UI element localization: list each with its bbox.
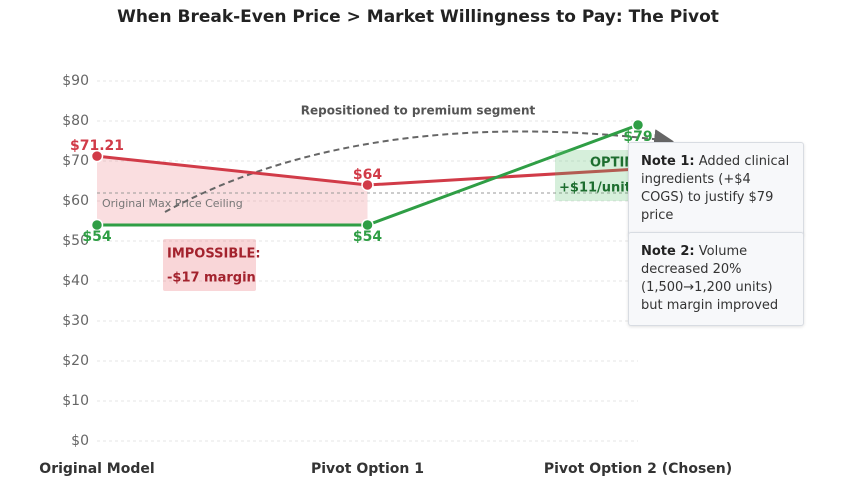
point — [361, 218, 374, 232]
y-tick-label: $10 — [62, 393, 89, 409]
y-tick-label: $80 — [62, 113, 89, 129]
note: Note 2: Volume decreased 20% (1,500→1,20… — [628, 232, 804, 326]
note-head: Note 1: — [641, 154, 695, 169]
impossible-text: IMPOSSIBLE: — [167, 247, 261, 262]
value-label: $54 — [82, 229, 111, 245]
chart-title: When Break-Even Price > Market Willingne… — [117, 7, 719, 27]
note-text: Added clinical ingredients (+$4 COGS) to… — [641, 154, 790, 223]
value-label: $64 — [353, 167, 382, 183]
x-tick-label: Pivot Option 1 — [311, 461, 424, 477]
y-tick-label: $90 — [62, 73, 89, 89]
x-tick-label: Pivot Option 2 (Chosen) — [544, 461, 732, 477]
impossible-box — [163, 239, 256, 291]
y-tick-label: $60 — [62, 193, 89, 209]
x-tick-label: Original Model — [39, 461, 154, 477]
impossible-text: -$17 margin — [167, 271, 256, 286]
value-label: $71.21 — [70, 138, 124, 154]
note-head: Note 2: — [641, 244, 695, 259]
note: Note 1: Added clinical ingredients (+$4 … — [628, 142, 804, 236]
value-label: $79 — [623, 129, 652, 145]
point — [631, 118, 645, 132]
y-tick-label: $70 — [62, 153, 89, 169]
value-label: $54 — [353, 229, 382, 245]
note-text: Volume decreased 20% (1,500→1,200 units)… — [641, 244, 779, 313]
point — [90, 149, 104, 163]
ceiling-label: Original Max Price Ceiling — [102, 197, 243, 210]
point — [361, 178, 374, 192]
y-tick-label: $50 — [62, 233, 89, 249]
y-tick-label: $0 — [71, 433, 89, 449]
y-tick-label: $20 — [62, 353, 89, 369]
gap-region — [97, 156, 368, 225]
point — [90, 218, 104, 232]
y-tick-label: $30 — [62, 313, 89, 329]
arrow-label: Repositioned to premium segment — [301, 104, 536, 118]
y-tick-label: $40 — [62, 273, 89, 289]
